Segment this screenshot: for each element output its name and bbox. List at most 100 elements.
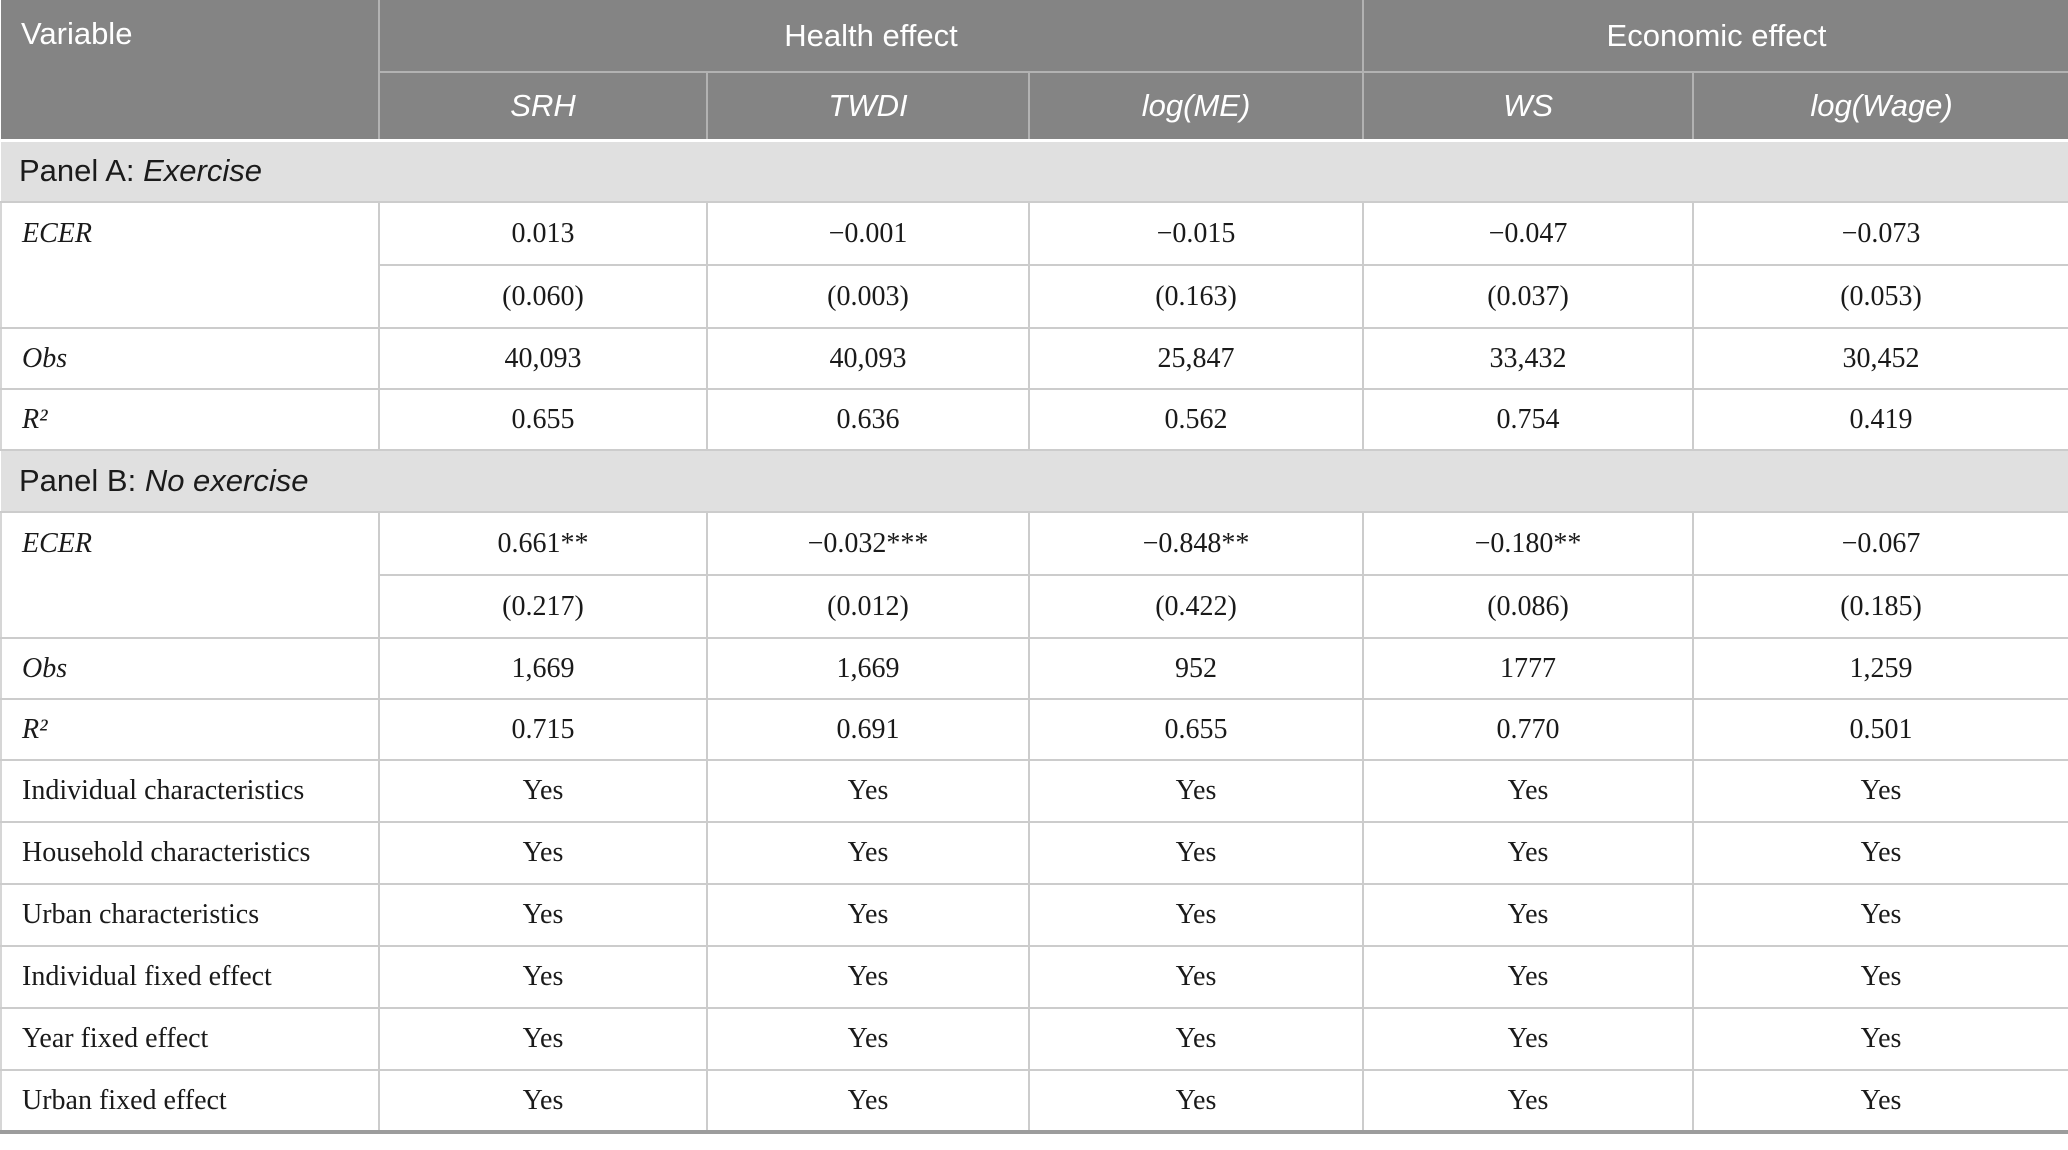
yes-cell-twdi: Yes	[706, 1069, 1030, 1133]
panel-a-title-prefix: Panel A:	[19, 153, 144, 189]
r2-cell-twdi: 0.636	[706, 388, 1030, 451]
control-row-year-fixed-effect: Year fixed effect Yes Yes Yes Yes Yes	[0, 1007, 2068, 1071]
row-label: Year fixed effect	[0, 1007, 380, 1071]
panel-b-title-italic: No exercise	[144, 463, 309, 498]
panel-a-obs-row: Obs 40,093 40,093 25,847 33,432 30,452	[0, 327, 2068, 390]
obs-cell-log-me: 25,847	[1027, 327, 1365, 390]
row-label: Individual characteristics	[0, 759, 380, 823]
r2-cell-srh: 0.655	[378, 388, 708, 451]
yes-cell-log-me: Yes	[1027, 1069, 1365, 1133]
panel-a-r2-row: R² 0.655 0.636 0.562 0.754 0.419	[0, 388, 2068, 451]
yes-cell-log-me: Yes	[1027, 821, 1365, 885]
panel-a-stderr-row: (0.060) (0.003) (0.163) (0.037) (0.053)	[1, 264, 2068, 329]
yes-cell-log-wage: Yes	[1692, 1007, 2068, 1071]
r2-cell-twdi: 0.691	[706, 698, 1030, 761]
yes-cell-ws: Yes	[1362, 759, 1695, 823]
yes-cell-twdi: Yes	[706, 821, 1030, 885]
yes-cell-log-me: Yes	[1027, 883, 1365, 947]
se-cell-log-me: (0.163)	[1027, 264, 1365, 329]
yes-cell-twdi: Yes	[706, 945, 1030, 1009]
yes-cell-log-wage: Yes	[1692, 1069, 2068, 1133]
obs-cell-srh: 1,669	[378, 637, 708, 700]
obs-cell-ws: 1777	[1362, 637, 1695, 700]
row-label: Urban fixed effect	[0, 1069, 380, 1133]
yes-cell-log-wage: Yes	[1692, 821, 2068, 885]
control-row-individual-characteristics: Individual characteristics Yes Yes Yes Y…	[0, 759, 2068, 823]
coef-cell-ws: −0.047	[1362, 201, 1695, 266]
se-cell-srh: (0.217)	[378, 574, 708, 639]
variable-column-header: Variable	[1, 0, 380, 142]
yes-cell-ws: Yes	[1362, 883, 1695, 947]
yes-cell-srh: Yes	[378, 1007, 708, 1071]
yes-cell-ws: Yes	[1362, 821, 1695, 885]
yes-cell-srh: Yes	[378, 883, 708, 947]
column-header-log-wage: log(Wage)	[1692, 71, 2068, 142]
panel-a-title-italic: Exercise	[143, 153, 262, 189]
se-cell-log-wage: (0.053)	[1692, 264, 2068, 329]
obs-cell-twdi: 40,093	[706, 327, 1030, 390]
panel-b-coefficient-row: ECER 0.661** −0.032*** −0.848** −0.180**…	[0, 511, 2068, 639]
yes-cell-srh: Yes	[378, 1069, 708, 1133]
r2-cell-srh: 0.715	[378, 698, 708, 761]
coef-cell-twdi: −0.032***	[706, 511, 1030, 576]
r2-cell-log-wage: 0.419	[1692, 388, 2068, 451]
se-cell-log-wage: (0.185)	[1692, 574, 2068, 639]
coef-cell-log-me: −0.848**	[1027, 511, 1365, 576]
obs-cell-ws: 33,432	[1362, 327, 1695, 390]
yes-cell-log-me: Yes	[1027, 945, 1365, 1009]
se-cell-twdi: (0.012)	[706, 574, 1030, 639]
panel-b-r2-row: R² 0.715 0.691 0.655 0.770 0.501	[0, 698, 2068, 761]
yes-cell-twdi: Yes	[706, 759, 1030, 823]
yes-cell-twdi: Yes	[706, 883, 1030, 947]
coef-cell-log-me: −0.015	[1027, 201, 1365, 266]
yes-cell-log-wage: Yes	[1692, 883, 2068, 947]
row-label: Household characteristics	[0, 821, 380, 885]
row-label: Urban characteristics	[0, 883, 380, 947]
r2-cell-ws: 0.770	[1362, 698, 1695, 761]
coef-cell-log-wage: −0.073	[1692, 201, 2068, 266]
column-header-log-me: log(ME)	[1027, 71, 1365, 142]
row-label: Individual fixed effect	[0, 945, 380, 1009]
control-row-household-characteristics: Household characteristics Yes Yes Yes Ye…	[0, 821, 2068, 885]
obs-cell-twdi: 1,669	[706, 637, 1030, 700]
panel-b-title: Panel B: No exercise	[1, 449, 2068, 513]
table-header: Variable Health effect Economic effect S…	[1, 0, 2068, 142]
obs-cell-log-wage: 1,259	[1692, 637, 2068, 700]
row-label-ecer: ECER	[0, 201, 380, 329]
yes-cell-srh: Yes	[378, 945, 708, 1009]
r2-cell-ws: 0.754	[1362, 388, 1695, 451]
row-label-r2: R²	[0, 388, 380, 451]
yes-cell-log-me: Yes	[1027, 759, 1365, 823]
se-cell-twdi: (0.003)	[706, 264, 1030, 329]
panel-a-coefficient-row: ECER 0.013 −0.001 −0.015 −0.047 −0.073	[0, 201, 2068, 329]
yes-cell-log-me: Yes	[1027, 1007, 1365, 1071]
yes-cell-ws: Yes	[1362, 1069, 1695, 1133]
yes-cell-ws: Yes	[1362, 945, 1695, 1009]
panel-b-title-prefix: Panel B:	[19, 463, 145, 498]
health-effect-group-header: Health effect	[377, 0, 1365, 73]
se-cell-log-me: (0.422)	[1027, 574, 1365, 639]
coef-cell-srh: 0.661**	[378, 511, 708, 576]
yes-cell-twdi: Yes	[706, 1007, 1030, 1071]
obs-cell-log-me: 952	[1027, 637, 1365, 700]
panel-a-band: Panel A: Exercise	[1, 138, 2068, 203]
control-row-individual-fixed-effect: Individual fixed effect Yes Yes Yes Yes …	[0, 945, 2068, 1009]
se-cell-srh: (0.060)	[378, 264, 708, 329]
row-label-r2: R²	[0, 698, 380, 761]
row-label-obs: Obs	[0, 637, 380, 700]
coef-cell-log-wage: −0.067	[1692, 511, 2068, 576]
yes-cell-log-wage: Yes	[1692, 759, 2068, 823]
economic-effect-group-header: Economic effect	[1362, 0, 2068, 73]
obs-cell-srh: 40,093	[378, 327, 708, 390]
panel-b-band: Panel B: No exercise	[1, 449, 2068, 513]
obs-cell-log-wage: 30,452	[1692, 327, 2068, 390]
coef-cell-ws: −0.180**	[1362, 511, 1695, 576]
se-cell-ws: (0.086)	[1362, 574, 1695, 639]
coef-cell-srh: 0.013	[378, 201, 708, 266]
r2-cell-log-wage: 0.501	[1692, 698, 2068, 761]
row-label-ecer: ECER	[0, 511, 380, 639]
column-header-twdi: TWDI	[706, 71, 1030, 142]
column-header-ws: WS	[1362, 71, 1695, 142]
panel-a-title: Panel A: Exercise	[1, 138, 2068, 203]
